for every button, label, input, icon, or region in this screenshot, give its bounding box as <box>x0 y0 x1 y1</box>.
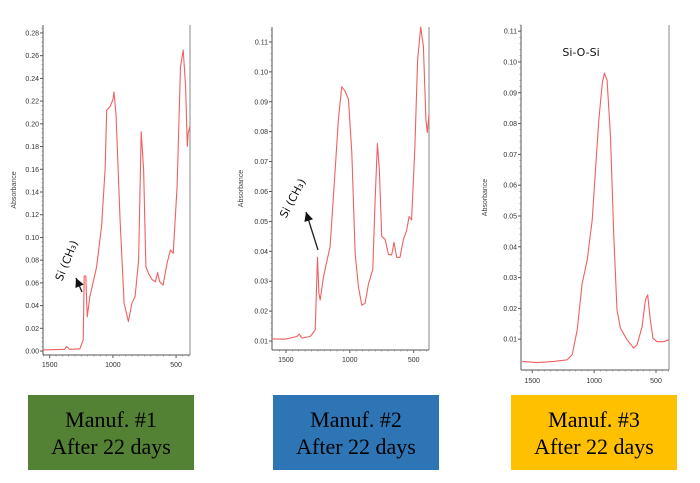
peak-annotation-label: Si (CH₃) <box>277 177 308 221</box>
y-tick-label: 0.05 <box>254 219 268 226</box>
spectrum-chart-3: 0.01 0.02 0.03 0.04 0.05 0.06 0.07 0.08 0.09 0.10… <box>482 24 670 385</box>
x-tick-label: 500 <box>408 357 420 364</box>
y-tick-label: 0.11 <box>255 39 268 46</box>
x-tick-label: 1500 <box>278 357 294 364</box>
caption-line-1: Manuf. #3 <box>548 406 640 432</box>
y-tick-label: 0.06 <box>254 189 268 196</box>
x-tick-label: 1000 <box>342 357 358 364</box>
y-tick-label: 0.01 <box>503 337 517 344</box>
y-tick-label: 0.02 <box>503 306 517 313</box>
y-tick-label: 0.03 <box>254 279 268 286</box>
peak-annotation-label: Si-O-Si <box>562 46 599 59</box>
y-tick-label: 0.08 <box>503 121 517 128</box>
caption-line-2: After 22 days <box>296 433 416 459</box>
arrow-head-icon <box>75 278 84 289</box>
y-tick-label: 0.24 <box>25 76 39 83</box>
y-tick-label: 0.02 <box>254 309 268 316</box>
y-tick-label: 0.06 <box>503 183 517 190</box>
y-tick-label: 0.10 <box>254 69 268 76</box>
caption-line-1: Manuf. #1 <box>65 406 157 432</box>
caption-box-manuf-3: Manuf. #3 After 22 days <box>511 395 677 470</box>
x-tick-label: 1000 <box>586 378 602 385</box>
y-tick-label: 0.20 <box>25 121 39 128</box>
y-tick-label: 0.04 <box>254 249 268 256</box>
spectrum-chart-2: 0.01 0.02 0.03 0.04 0.05 0.06 0.07 0.08 0.09 0.10… <box>238 26 430 364</box>
spectrum-line <box>271 26 430 340</box>
y-tick-label: 0.09 <box>503 90 517 97</box>
caption-line-1: Manuf. #2 <box>310 406 402 432</box>
y-tick-label: 0.02 <box>25 326 39 333</box>
y-axis-label: Absorbance <box>482 179 489 216</box>
y-tick-label: 0.04 <box>503 244 517 251</box>
y-tick-label: 0.05 <box>503 213 517 220</box>
x-tick-label: 500 <box>650 378 662 385</box>
caption-box-manuf-2: Manuf. #2 After 22 days <box>273 395 439 470</box>
spectrum-line <box>522 72 669 364</box>
y-tick-label: 0.06 <box>25 280 39 287</box>
y-tick-label: 0.18 <box>25 144 39 151</box>
y-tick-label: 0.08 <box>254 129 268 136</box>
x-tick-label: 1500 <box>524 378 540 385</box>
y-axis-label: Absorbance <box>238 170 245 207</box>
y-tick-label: 0.07 <box>503 152 517 159</box>
x-tick-label: 1000 <box>105 362 121 369</box>
caption-box-manuf-1: Manuf. #1 After 22 days <box>28 395 194 470</box>
y-tick-label: 0.08 <box>25 258 39 265</box>
y-tick-label: 0.09 <box>254 99 268 106</box>
spectrum-chart-1: 0.00 0.02 0.04 0.06 0.08 0.10 0.12 0.14 0.16 0.18… <box>11 25 191 369</box>
caption-line-2: After 22 days <box>534 433 654 459</box>
y-tick-label: 0.03 <box>503 275 517 282</box>
y-axis-label: Absorbance <box>11 171 18 208</box>
y-tick-label: 0.16 <box>25 167 39 174</box>
y-tick-label: 0.26 <box>25 53 39 60</box>
caption-line-2: After 22 days <box>51 433 171 459</box>
y-tick-label: 0.00 <box>25 349 39 356</box>
y-tick-label: 0.10 <box>503 59 517 66</box>
peak-annotation-label: Si (CH₃) <box>53 239 81 283</box>
spectrum-line <box>42 49 191 351</box>
y-tick-label: 0.01 <box>254 339 268 346</box>
x-tick-label: 1500 <box>42 362 58 369</box>
y-tick-label: 0.04 <box>25 303 39 310</box>
x-tick-label: 500 <box>170 362 182 369</box>
arrow-head-icon <box>304 212 314 222</box>
y-tick-label: 0.14 <box>25 189 39 196</box>
y-tick-label: 0.07 <box>254 159 268 166</box>
y-tick-label: 0.11 <box>504 29 517 36</box>
y-tick-label: 0.12 <box>25 212 39 219</box>
y-tick-label: 0.28 <box>25 30 39 37</box>
y-tick-label: 0.10 <box>25 235 39 242</box>
y-tick-label: 0.22 <box>25 99 39 106</box>
